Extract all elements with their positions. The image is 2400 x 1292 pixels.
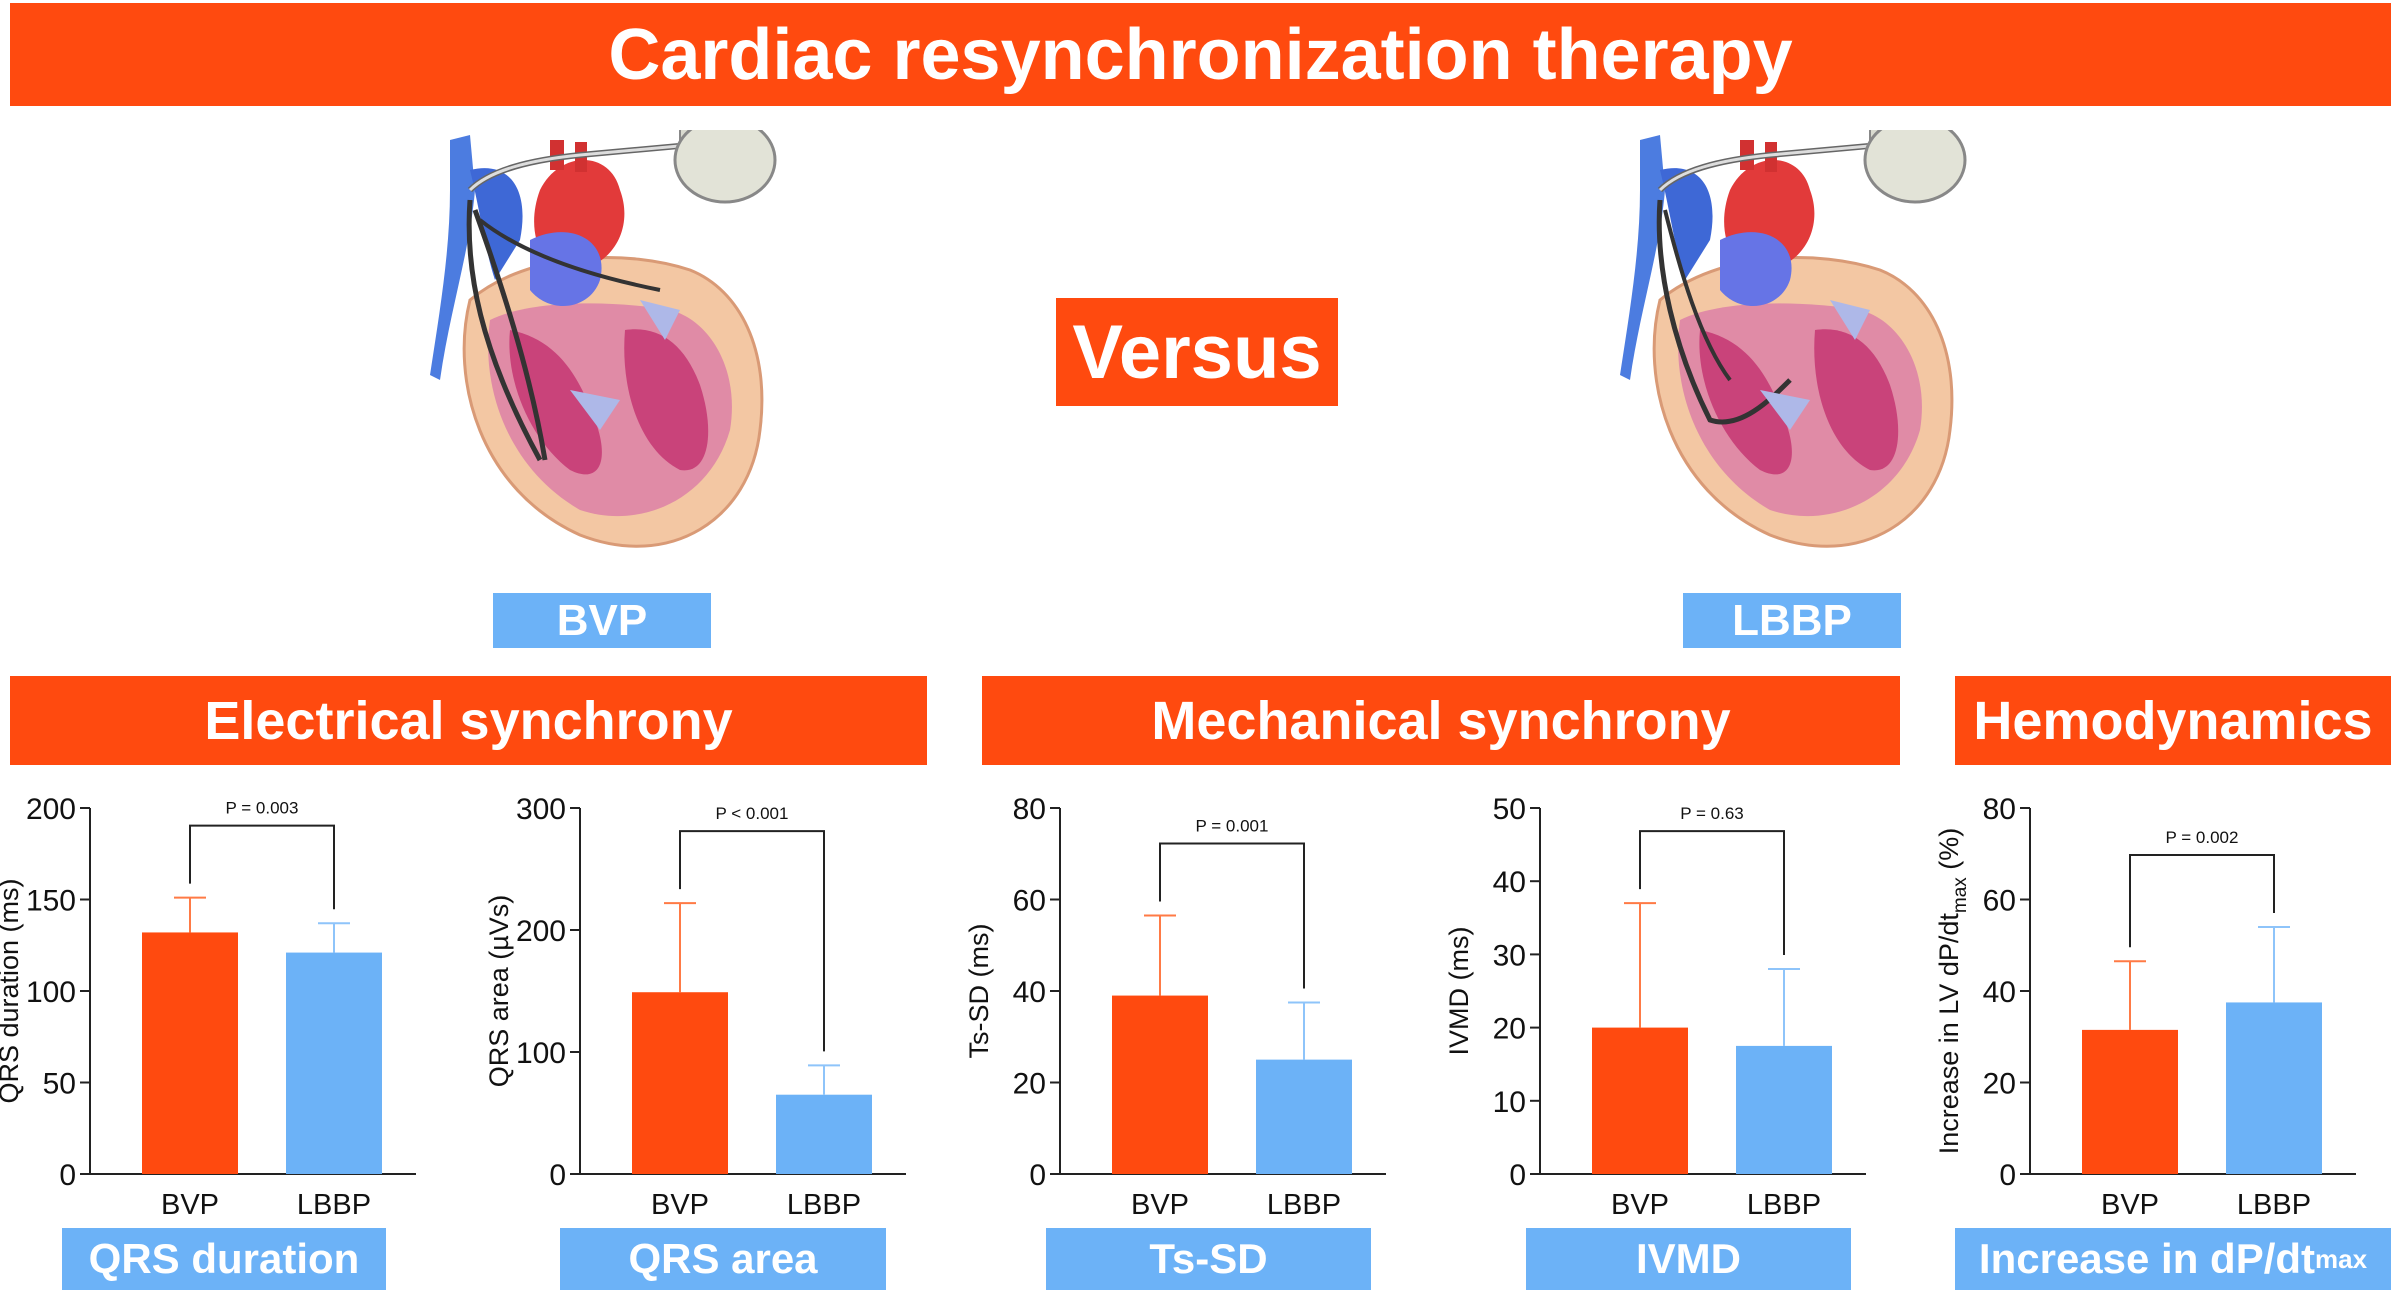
- bar-lbbp: [286, 952, 382, 1174]
- ts-sd-label: Ts-SD: [1046, 1228, 1371, 1290]
- y-tick-label: 40: [1493, 866, 1526, 899]
- y-tick-label: 80: [1983, 793, 2016, 826]
- y-tick-label: 0: [1029, 1159, 1046, 1192]
- bar-lbbp: [776, 1094, 872, 1174]
- versus-label: Versus: [1056, 298, 1338, 406]
- y-axis-label-tail: (%): [1934, 828, 1964, 878]
- bar-bvp: [142, 932, 238, 1174]
- y-tick-label: 200: [26, 793, 76, 826]
- x-tick-label: LBBP: [297, 1189, 371, 1221]
- y-axis-label: Ts-SD (ms): [964, 924, 994, 1059]
- y-tick-label: 10: [1493, 1086, 1526, 1119]
- y-tick-label: 0: [549, 1159, 566, 1192]
- y-tick-label: 0: [1509, 1159, 1526, 1192]
- x-tick-label: LBBP: [2237, 1189, 2311, 1221]
- x-tick-label: BVP: [651, 1189, 709, 1221]
- y-tick-label: 30: [1493, 939, 1526, 972]
- p-value-label: P = 0.003: [226, 799, 299, 818]
- y-tick-label: 40: [1013, 976, 1046, 1009]
- page-title: Cardiac resynchronization therapy: [10, 3, 2391, 106]
- ts-sd-chart: 0 20 40 60 80 Ts-SD (ms) BVP LBBP P = 0.001: [964, 793, 1386, 1221]
- bar-bvp: [632, 992, 728, 1174]
- y-tick-label: 60: [1013, 885, 1046, 918]
- y-tick-label: 100: [516, 1037, 566, 1070]
- y-tick-label: 20: [1983, 1068, 2016, 1101]
- significance-bracket: [679, 830, 825, 1052]
- qrs-duration-chart: 0 50 100 150 200 QRS duration (ms) BVP LBBP P = …: [0, 793, 416, 1221]
- bar-lbbp: [2226, 1002, 2322, 1174]
- significance-bracket: [1639, 830, 1785, 956]
- ivmd-chart: 0 10 20 30 40 50 IVMD (ms) BVP LBBP P = 0.63: [1444, 793, 1866, 1221]
- x-tick-label: LBBP: [787, 1189, 861, 1221]
- y-tick-label: 20: [1493, 1013, 1526, 1046]
- y-tick-label: 150: [26, 885, 76, 918]
- dpdt-label-sub: max: [2315, 1243, 2368, 1274]
- dpdt-chart: 0 20 40 60 80 Increase in LV dP/dtmax (%) BVP L…: [1934, 793, 2356, 1221]
- qrs-area-label: QRS area: [560, 1228, 886, 1290]
- significance-bracket: [1159, 842, 1305, 989]
- bvp-device-label: BVP: [493, 593, 711, 648]
- bar-bvp: [2082, 1029, 2178, 1174]
- x-tick-label: BVP: [1611, 1189, 1669, 1221]
- y-axis-label-sub: max: [1950, 877, 1971, 913]
- section-mechanical-synchrony: Mechanical synchrony: [982, 676, 1900, 765]
- p-value-label: P = 0.63: [1680, 804, 1744, 823]
- p-value-label: P = 0.002: [2166, 828, 2239, 847]
- y-tick-label: 200: [516, 915, 566, 948]
- x-tick-label: BVP: [2101, 1189, 2159, 1221]
- heart-with-bvp-pacemaker-icon: [430, 130, 777, 548]
- y-axis-label: Increase in LV dP/dtmax (%): [1934, 828, 1971, 1155]
- section-hemodynamics: Hemodynamics: [1955, 676, 2391, 765]
- significance-bracket: [189, 824, 335, 910]
- x-tick-label: BVP: [161, 1189, 219, 1221]
- x-tick-label: BVP: [1131, 1189, 1189, 1221]
- y-axis-label: IVMD (ms): [1444, 927, 1474, 1056]
- section-electrical-synchrony: Electrical synchrony: [10, 676, 927, 765]
- dpdt-label: Increase in dP/dt max: [1955, 1228, 2391, 1290]
- bar-bvp: [1112, 995, 1208, 1174]
- significance-bracket: [2129, 853, 2275, 948]
- x-tick-label: LBBP: [1267, 1189, 1341, 1221]
- y-tick-label: 80: [1013, 793, 1046, 826]
- bar-lbbp: [1736, 1045, 1832, 1174]
- y-tick-label: 60: [1983, 885, 2016, 918]
- bar-lbbp: [1256, 1059, 1352, 1174]
- lbbp-device-label: LBBP: [1683, 593, 1901, 648]
- y-tick-label: 0: [1999, 1159, 2016, 1192]
- y-tick-label: 50: [43, 1068, 76, 1101]
- y-tick-label: 40: [1983, 976, 2016, 1009]
- bar-bvp: [1592, 1027, 1688, 1174]
- y-tick-label: 0: [59, 1159, 76, 1192]
- y-tick-label: 300: [516, 793, 566, 826]
- dpdt-label-main: Increase in dP/dt: [1978, 1235, 2316, 1282]
- x-tick-label: LBBP: [1747, 1189, 1821, 1221]
- p-value-label: P < 0.001: [716, 804, 789, 823]
- y-tick-label: 20: [1013, 1068, 1046, 1101]
- y-axis-label: QRS area (µVs): [484, 895, 514, 1088]
- p-value-label: P = 0.001: [1196, 817, 1269, 836]
- y-tick-label: 50: [1493, 793, 1526, 826]
- y-axis-label-main: Increase in LV dP/dt: [1934, 913, 1964, 1155]
- y-tick-label: 100: [26, 976, 76, 1009]
- heart-with-lbbp-pacemaker-icon: [1620, 130, 1967, 548]
- qrs-duration-label: QRS duration: [62, 1228, 386, 1290]
- y-axis-label: QRS duration (ms): [0, 878, 24, 1103]
- ivmd-label: IVMD: [1526, 1228, 1851, 1290]
- qrs-area-chart: 0 100 200 300 QRS area (µVs) BVP LBBP P < 0.001: [484, 793, 906, 1221]
